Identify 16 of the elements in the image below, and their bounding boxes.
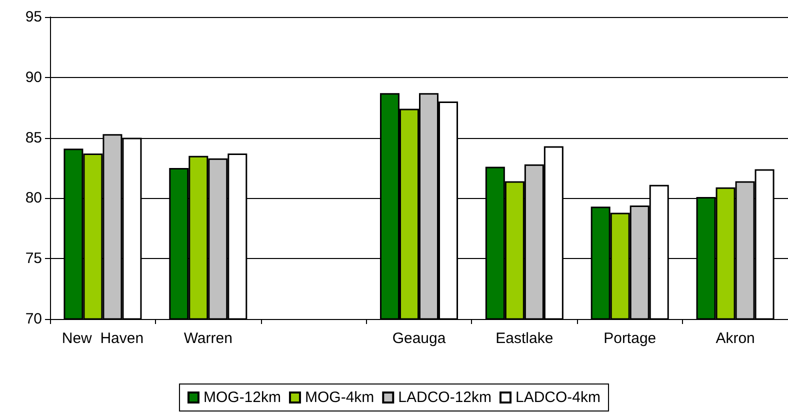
x-tick-label: Eastlake <box>496 330 554 347</box>
y-tick-label: 80 <box>25 190 42 207</box>
legend-label: LADCO-12km <box>398 389 492 406</box>
y-tick-label: 85 <box>25 129 42 146</box>
legend-label: MOG-4km <box>304 389 374 406</box>
legend-label: MOG-12km <box>203 389 281 406</box>
x-tick-label: Geauga <box>392 330 446 347</box>
x-tick-label: Akron <box>716 330 755 347</box>
y-tick-label: 70 <box>25 310 42 328</box>
legend-label: LADCO-4km <box>516 389 601 406</box>
x-tick-label: Portage <box>604 330 656 347</box>
x-tick-label: Warren <box>184 330 232 347</box>
x-tick-label: New Haven <box>62 330 144 347</box>
y-tick-label: 95 <box>25 8 42 26</box>
y-tick-label: 75 <box>25 250 42 268</box>
y-tick-label: 90 <box>25 68 42 86</box>
